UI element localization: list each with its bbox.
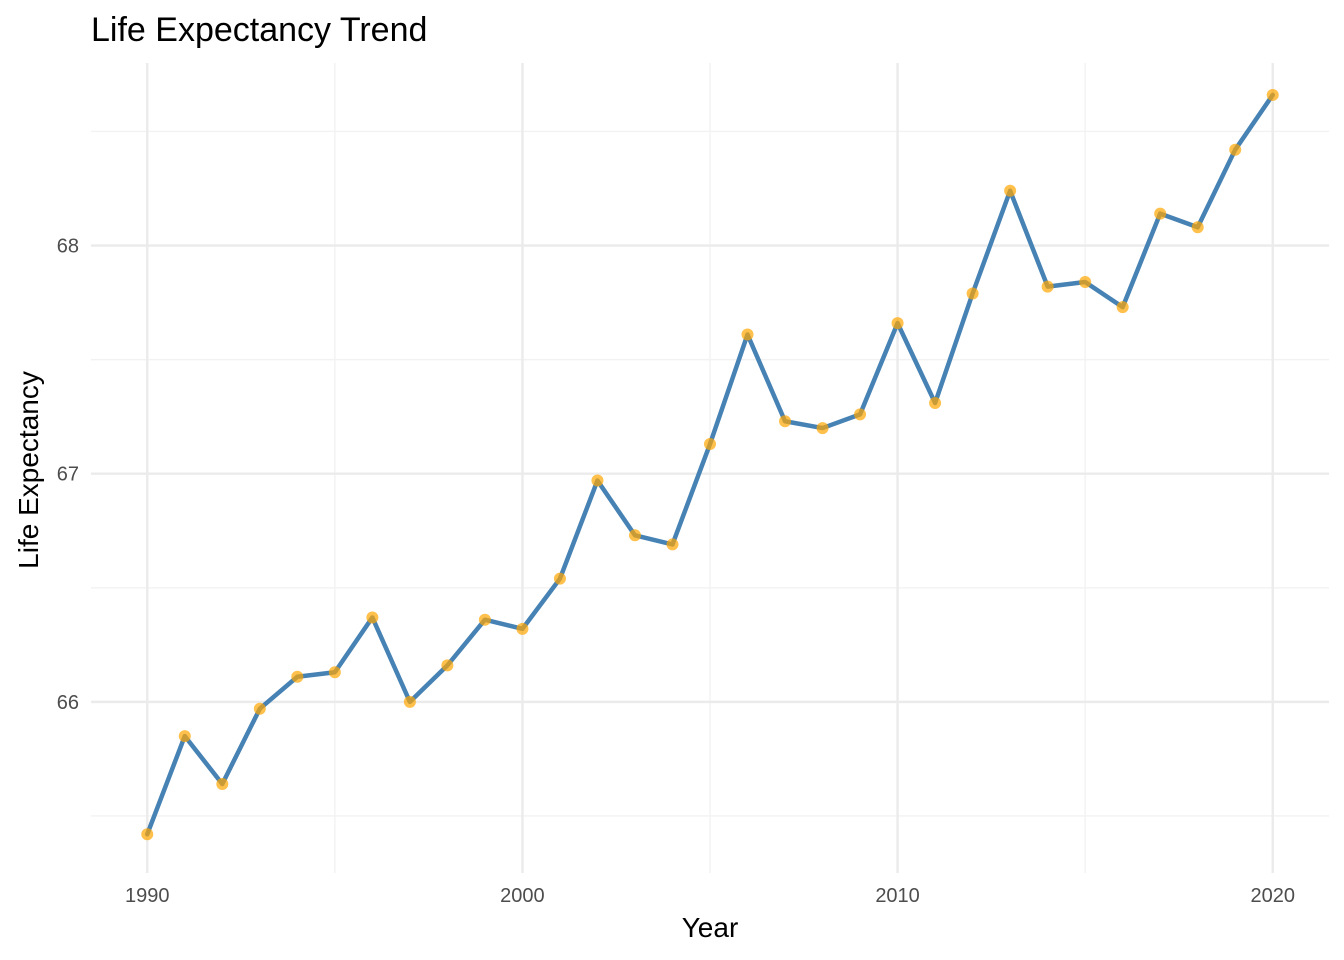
data-point (141, 828, 154, 841)
y-tick-label: 68 (57, 236, 79, 258)
data-point (704, 438, 716, 451)
x-axis-tick-labels: 1990 2000 2010 2020 (125, 885, 1295, 907)
data-point (966, 287, 979, 300)
x-tick-label: 2020 (1250, 885, 1295, 907)
x-tick-label: 1990 (125, 885, 170, 907)
series-group (141, 88, 1279, 841)
data-point (1266, 88, 1279, 101)
data-point (366, 611, 379, 624)
data-point (1004, 184, 1017, 197)
data-point (1116, 301, 1129, 314)
data-point (591, 474, 604, 487)
data-point (403, 695, 416, 708)
x-tick-label: 2010 (875, 885, 920, 907)
major-gridlines (91, 63, 1329, 873)
data-point (666, 538, 679, 551)
data-point (1191, 221, 1204, 234)
minor-gridlines (91, 63, 1329, 873)
data-point (741, 328, 754, 341)
y-tick-label: 67 (57, 464, 79, 486)
data-point (816, 422, 829, 435)
chart-title: Life Expectancy Trend (91, 11, 427, 49)
y-axis-tick-labels: 66 67 68 (57, 236, 79, 714)
data-point (553, 572, 566, 585)
x-axis-title: Year (682, 912, 739, 943)
data-point (253, 702, 266, 715)
data-point (216, 778, 229, 791)
data-point (891, 317, 904, 330)
x-tick-label: 2000 (500, 885, 545, 907)
data-point (441, 659, 454, 672)
data-point (1154, 207, 1167, 220)
data-point (1079, 276, 1092, 289)
data-point (854, 408, 867, 421)
data-point (628, 529, 641, 542)
y-tick-label: 66 (57, 692, 79, 714)
data-point (291, 670, 304, 683)
data-point (779, 415, 792, 428)
data-point (1041, 280, 1054, 293)
data-point (1229, 143, 1242, 156)
data-point (178, 730, 191, 743)
data-point (478, 613, 491, 626)
data-point (328, 666, 341, 679)
data-point (929, 396, 942, 409)
data-point (516, 622, 529, 635)
y-axis-title: Life Expectancy (13, 371, 44, 569)
